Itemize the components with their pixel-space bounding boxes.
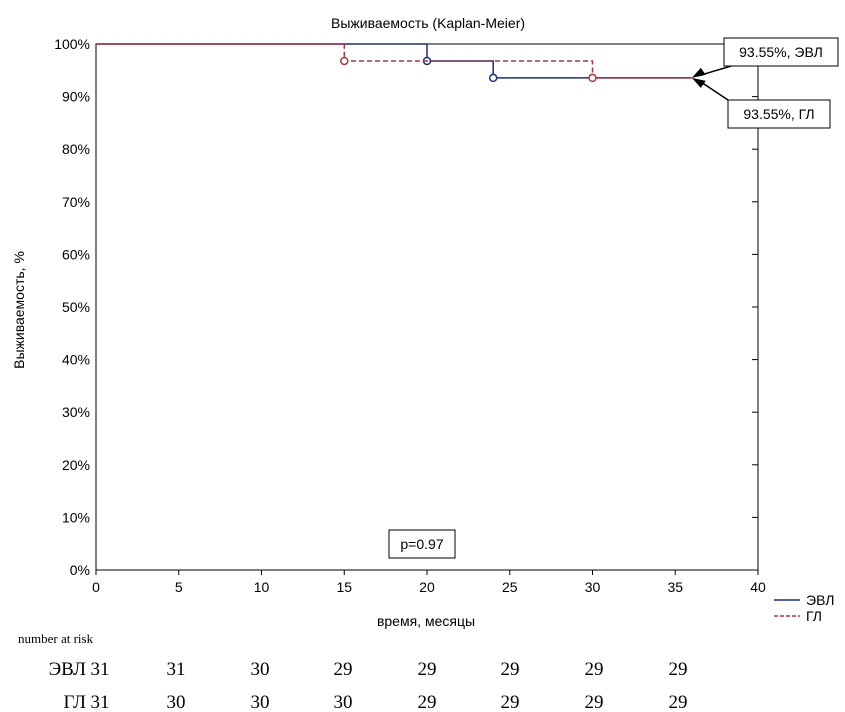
risk-cell: 29 [669,659,688,680]
arrow-head [691,77,706,88]
y-tick-label: 20% [62,457,90,473]
annotation-box [723,37,839,67]
y-tick-label: 0% [70,562,90,578]
risk-cell: 29 [501,692,520,712]
risk-cell: 31 [167,659,186,680]
x-tick-label: 25 [502,579,518,595]
series-line-2 [96,43,692,79]
risk-cell: 29 [501,659,520,680]
series-line-1 [96,43,692,79]
y-tick-label: 50% [62,299,90,315]
risk-cell: 29 [669,692,688,712]
arrow-head [691,67,706,78]
legend-label: ГЛ [806,608,822,624]
y-tick-label: 70% [62,194,90,210]
risk-cell: 31 [91,692,110,712]
y-tick-label: 80% [62,141,90,157]
risk-cell: 30 [167,692,186,712]
legend-label: ЭВЛ [806,592,834,608]
annotation-box [727,99,831,129]
event-marker [488,73,498,83]
y-tick-label: 60% [62,246,90,262]
x-tick-label: 30 [585,579,601,595]
x-tick-label: 10 [254,579,270,595]
risk-cell: 30 [251,659,270,680]
risk-cell: 30 [251,692,270,712]
annotation-label: p=0.97 [400,536,443,552]
risk-row-label: ГЛ [64,692,87,712]
event-marker [588,73,597,83]
x-tick-label: 40 [750,579,766,595]
event-marker [340,56,349,66]
x-tick-label: 20 [419,579,435,595]
risk-cell: 29 [334,659,353,680]
y-axis-ticks: 0% 10% 20% 30% 40% 50% 60% 70% 80% 90% 100% [54,36,758,578]
x-tick-label: 5 [175,579,183,595]
y-tick-label: 100% [54,36,90,52]
y-tick-label: 40% [62,352,90,368]
x-tick-label: 0 [92,579,100,595]
y-tick-label: 90% [62,89,90,105]
x-tick-label: 35 [667,579,683,595]
y-tick-label: 10% [62,509,90,525]
x-tick-label: 15 [336,579,352,595]
annotation-box [388,529,456,559]
survival-curves [96,43,692,83]
annotations: 93.55%, ЭВЛ 93.55%, ГЛ p=0.97 [388,37,839,559]
y-axis-label: Выживаемость, % [11,251,27,369]
annotation-label: 93.55%, ЭВЛ [739,44,823,60]
risk-row-label: ЭВЛ [49,659,86,680]
x-axis-label: время, месяцы [377,613,475,629]
x-axis-ticks: 0 5 10 15 20 25 30 35 40 [92,570,766,595]
risk-cell: 29 [585,692,604,712]
plot-frame [95,43,759,571]
chart-title: Выживаемость (Kaplan-Meier) [331,15,525,31]
risk-cell: 31 [91,659,110,680]
risk-cell: 30 [334,692,353,712]
risk-cell: 29 [585,659,604,680]
risk-cell: 29 [418,659,437,680]
annotation-label: 93.55%, ГЛ [743,106,814,122]
y-tick-label: 30% [62,404,90,420]
risk-cell: 29 [418,692,437,712]
risk-table-header: number at risk [18,631,94,646]
